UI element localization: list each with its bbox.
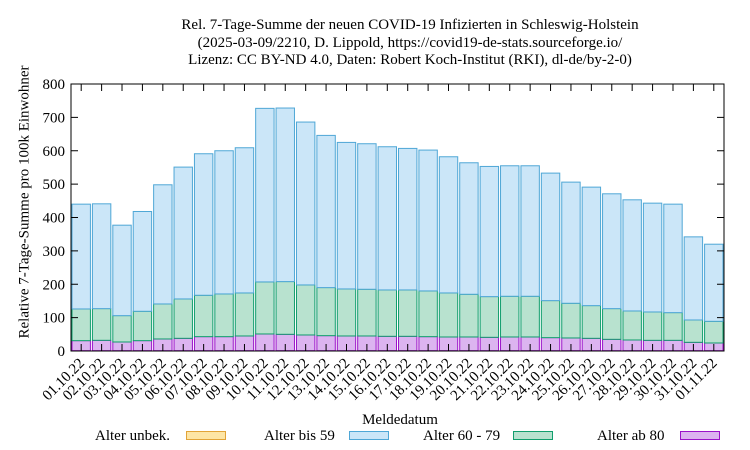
bar-alter-bis-59-5: [173, 166, 193, 300]
bar-alter-60-79-15: [377, 289, 397, 337]
legend-swatch-80-plus: [680, 431, 720, 440]
chart-title-line-3: Lizenz: CC BY-ND 4.0, Daten: Robert Koch…: [188, 52, 632, 68]
y-tick-label-600: 600: [43, 144, 66, 160]
legend-label-unknown: Alter unbek.: [95, 428, 170, 444]
y-tick-label-200: 200: [43, 277, 66, 293]
bar-alter-60-79-31: [704, 320, 724, 344]
y-tick-label-100: 100: [43, 311, 66, 327]
bar-alter-bis-59-31: [704, 243, 724, 322]
bar-alter-bis-59-22: [520, 165, 540, 297]
bar-alter-60-79-0: [71, 308, 91, 342]
bar-alter-bis-59-17: [418, 149, 438, 292]
bar-alter-bis-59-18: [438, 156, 459, 294]
bar-alter-bis-59-19: [459, 162, 479, 295]
y-tick-label-400: 400: [43, 211, 66, 227]
bar-alter-bis-59-28: [642, 202, 663, 313]
bar-alter-60-79-1: [91, 308, 112, 341]
bar-alter-60-79-29: [663, 312, 683, 341]
bar-alter-60-79-6: [193, 294, 214, 338]
bar-alter-60-79-2: [112, 315, 132, 343]
legend-swatch-60-79: [513, 431, 553, 440]
bar-alter-60-79-9: [255, 281, 275, 335]
bar-alter-bis-59-20: [479, 165, 500, 298]
bar-alter-bis-59-0: [71, 203, 91, 310]
bar-alter-bis-59-13: [336, 141, 357, 290]
bar-alter-bis-59-16: [398, 147, 418, 291]
bar-alter-bis-59-24: [561, 181, 581, 304]
legend-swatch-under-60: [349, 431, 389, 440]
bar-alter-bis-59-3: [132, 210, 153, 312]
bar-alter-bis-59-15: [377, 146, 397, 291]
bar-alter-60-79-10: [275, 281, 295, 335]
bar-alter-bis-59-1: [91, 203, 112, 310]
bar-alter-60-79-30: [683, 319, 704, 343]
bar-alter-60-79-14: [357, 288, 377, 337]
y-tick-label-800: 800: [43, 77, 66, 93]
bar-alter-bis-59-8: [234, 147, 255, 294]
bar-alter-bis-59-6: [193, 153, 214, 296]
bar-alter-bis-59-30: [683, 236, 704, 321]
chart-title-line-2: (2025-03-09/2210, D. Lippold, https://co…: [197, 35, 623, 51]
bar-alter-60-79-12: [316, 287, 336, 337]
bar-alter-bis-59-11: [295, 121, 316, 286]
bar-alter-60-79-4: [153, 303, 173, 340]
bar-alter-60-79-23: [540, 300, 561, 339]
bar-alter-60-79-11: [295, 284, 316, 336]
y-tick-label-500: 500: [43, 177, 66, 193]
bar-alter-bis-59-10: [275, 107, 295, 283]
bar-alter-bis-59-26: [602, 193, 622, 310]
bar-alter-60-79-5: [173, 298, 193, 339]
bar-alter-60-79-7: [214, 293, 234, 338]
legend-label-80-plus: Alter ab 80: [597, 428, 665, 444]
legend-swatch-unknown: [186, 431, 226, 440]
legend-label-under-60: Alter bis 59: [264, 428, 335, 444]
bar-alter-bis-59-29: [663, 203, 683, 314]
bar-alter-60-79-3: [132, 310, 153, 342]
y-axis-label: Relative 7-Tage-Summe pro 100k Einwohner: [16, 65, 33, 339]
bar-alter-60-79-27: [622, 310, 642, 341]
bar-alter-bis-59-7: [214, 150, 234, 295]
y-tick-label-300: 300: [43, 244, 66, 260]
bar-alter-60-79-13: [336, 288, 357, 337]
bar-alter-bis-59-23: [540, 172, 561, 302]
bar-alter-bis-59-9: [255, 107, 275, 283]
y-tick-label-0: 0: [58, 344, 66, 360]
x-axis-label: Meldedatum: [362, 412, 438, 428]
bar-alter-60-79-18: [438, 292, 459, 338]
y-tick-label-700: 700: [43, 110, 66, 126]
bar-alter-bis-59-2: [112, 224, 132, 317]
bar-alter-bis-59-4: [153, 184, 173, 305]
bar-alter-60-79-20: [479, 296, 500, 338]
bar-alter-60-79-16: [398, 289, 418, 337]
bar-alter-60-79-26: [602, 308, 622, 340]
bar-alter-60-79-8: [234, 292, 255, 337]
bar-alter-60-79-19: [459, 293, 479, 338]
bar-alter-60-79-17: [418, 290, 438, 338]
legend-label-60-79: Alter 60 - 79: [423, 428, 501, 444]
bar-alter-bis-59-27: [622, 199, 642, 312]
legend: Alter unbek. Alter bis 59 Alter 60 - 79 …: [0, 428, 750, 448]
bar-alter-60-79-24: [561, 302, 581, 339]
bar-alter-60-79-28: [642, 311, 663, 341]
bar-alter-bis-59-21: [500, 165, 520, 297]
bar-alter-60-79-22: [520, 295, 540, 338]
bar-alter-bis-59-12: [316, 134, 336, 289]
bar-alter-bis-59-14: [357, 143, 377, 290]
bar-alter-60-79-21: [500, 295, 520, 338]
bar-alter-bis-59-25: [581, 186, 602, 307]
bar-alter-60-79-25: [581, 305, 602, 339]
chart-title-line-1: Rel. 7-Tage-Summe der neuen COVID-19 Inf…: [181, 17, 639, 33]
